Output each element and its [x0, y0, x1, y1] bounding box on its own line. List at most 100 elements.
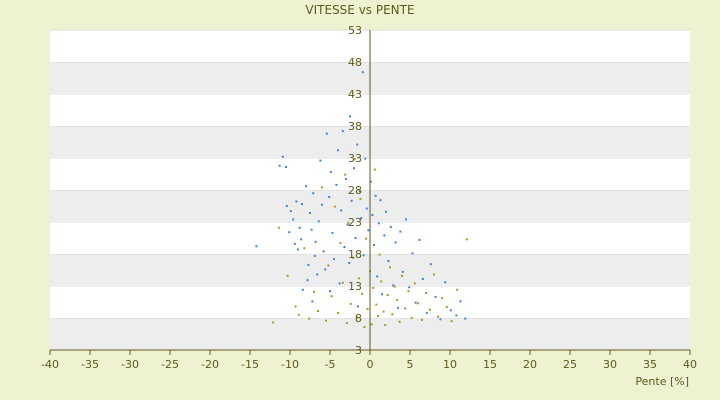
data-point-blue [354, 237, 357, 239]
data-point-blue [369, 180, 372, 183]
data-point-blue [316, 273, 319, 276]
chart-title: VITESSE vs PENTE [305, 3, 414, 17]
y-tick-label: 8 [355, 312, 362, 325]
data-point-olive [398, 320, 401, 323]
data-point-blue [301, 288, 304, 291]
data-point-blue [311, 300, 314, 303]
y-tick-label: 48 [348, 56, 362, 69]
data-point-blue [312, 192, 315, 195]
data-point-blue [335, 183, 338, 186]
data-point-olive [272, 321, 275, 324]
y-tick-label: 33 [348, 152, 362, 165]
data-point-blue [289, 210, 292, 213]
data-point-olive [366, 308, 369, 310]
data-point-olive [380, 280, 383, 283]
data-point-blue [356, 143, 359, 146]
data-point-olive [450, 320, 453, 323]
data-point-blue [321, 203, 323, 206]
data-point-olive [357, 277, 360, 280]
data-point-olive [396, 299, 399, 302]
data-point-blue [367, 229, 370, 232]
data-point-blue [343, 246, 346, 248]
data-point-olive [372, 286, 375, 289]
x-tick-label: 10 [443, 358, 457, 371]
data-point-blue [429, 263, 432, 266]
x-tick-label: 35 [643, 358, 657, 371]
data-point-olive [429, 308, 431, 311]
data-point-olive [349, 302, 352, 305]
data-point-blue [329, 171, 332, 174]
data-point-blue [278, 164, 281, 167]
x-tick-label: -40 [41, 358, 59, 371]
data-point-blue [337, 149, 339, 152]
y-tick-label: 28 [348, 184, 362, 197]
x-tick-label: -20 [201, 358, 219, 371]
data-point-blue [377, 222, 380, 225]
data-point-blue [374, 194, 377, 197]
y-tick-label: 38 [348, 120, 362, 133]
x-tick-label: -10 [281, 358, 299, 371]
data-point-olive [344, 173, 347, 176]
data-point-olive [303, 247, 306, 250]
x-ticks: -40 -35 -30 -25 -20 -15 -10 -5 0 5 10 15 20 25 30 35 40 [41, 350, 697, 371]
data-point-blue [397, 306, 399, 309]
data-point-blue [333, 258, 335, 261]
data-point-olive [456, 288, 459, 291]
data-point-blue [255, 245, 258, 248]
data-point-blue [305, 185, 307, 188]
data-point-olive [321, 186, 323, 189]
data-point-blue [295, 200, 298, 203]
x-tick-label: 20 [523, 358, 537, 371]
y-tick-label: 23 [348, 216, 362, 229]
data-point-olive [294, 305, 297, 308]
data-point-blue [379, 199, 382, 202]
data-point-olive [327, 264, 330, 267]
data-point-blue [414, 301, 417, 304]
data-point-blue [319, 159, 322, 162]
data-point-olive [286, 274, 289, 277]
data-point-olive [330, 295, 333, 298]
x-tick-label: 0 [367, 358, 374, 371]
data-point-blue [324, 268, 327, 271]
data-point-blue [350, 199, 353, 202]
data-point-olive [425, 292, 427, 294]
data-point-blue [285, 205, 288, 207]
data-point-blue [349, 115, 351, 118]
data-point-olive [370, 323, 373, 326]
x-tick-label: 30 [603, 358, 617, 371]
data-point-blue [309, 212, 311, 214]
data-point-olive [465, 238, 468, 241]
data-point-blue [364, 157, 367, 160]
data-point-blue [358, 190, 361, 193]
data-point-blue [381, 293, 383, 296]
data-point-blue [353, 167, 355, 170]
x-tick-label: 40 [683, 358, 697, 371]
data-point-olive [375, 303, 378, 306]
data-point-olive [297, 313, 300, 316]
data-point-blue [328, 196, 331, 198]
data-point-blue [425, 311, 428, 314]
data-point-blue [385, 210, 387, 213]
data-point-olive [353, 158, 356, 161]
data-point-olive [308, 317, 311, 320]
data-point-olive [384, 324, 387, 326]
data-point-olive [352, 256, 355, 259]
data-point-olive [417, 302, 419, 305]
data-point-olive [345, 322, 348, 325]
data-point-blue [371, 214, 374, 216]
data-point-olive [347, 221, 350, 224]
data-point-blue [340, 209, 343, 212]
data-point-olive [361, 292, 363, 295]
data-point-blue [306, 279, 309, 282]
data-point-olive [333, 205, 336, 208]
data-point-blue [298, 226, 301, 229]
data-point-blue [285, 166, 287, 168]
data-point-blue [300, 238, 303, 241]
x-axis-title: Pente [%] [635, 375, 689, 388]
data-point-blue [459, 300, 462, 303]
data-point-olive [386, 294, 389, 296]
data-point-blue [455, 314, 458, 317]
